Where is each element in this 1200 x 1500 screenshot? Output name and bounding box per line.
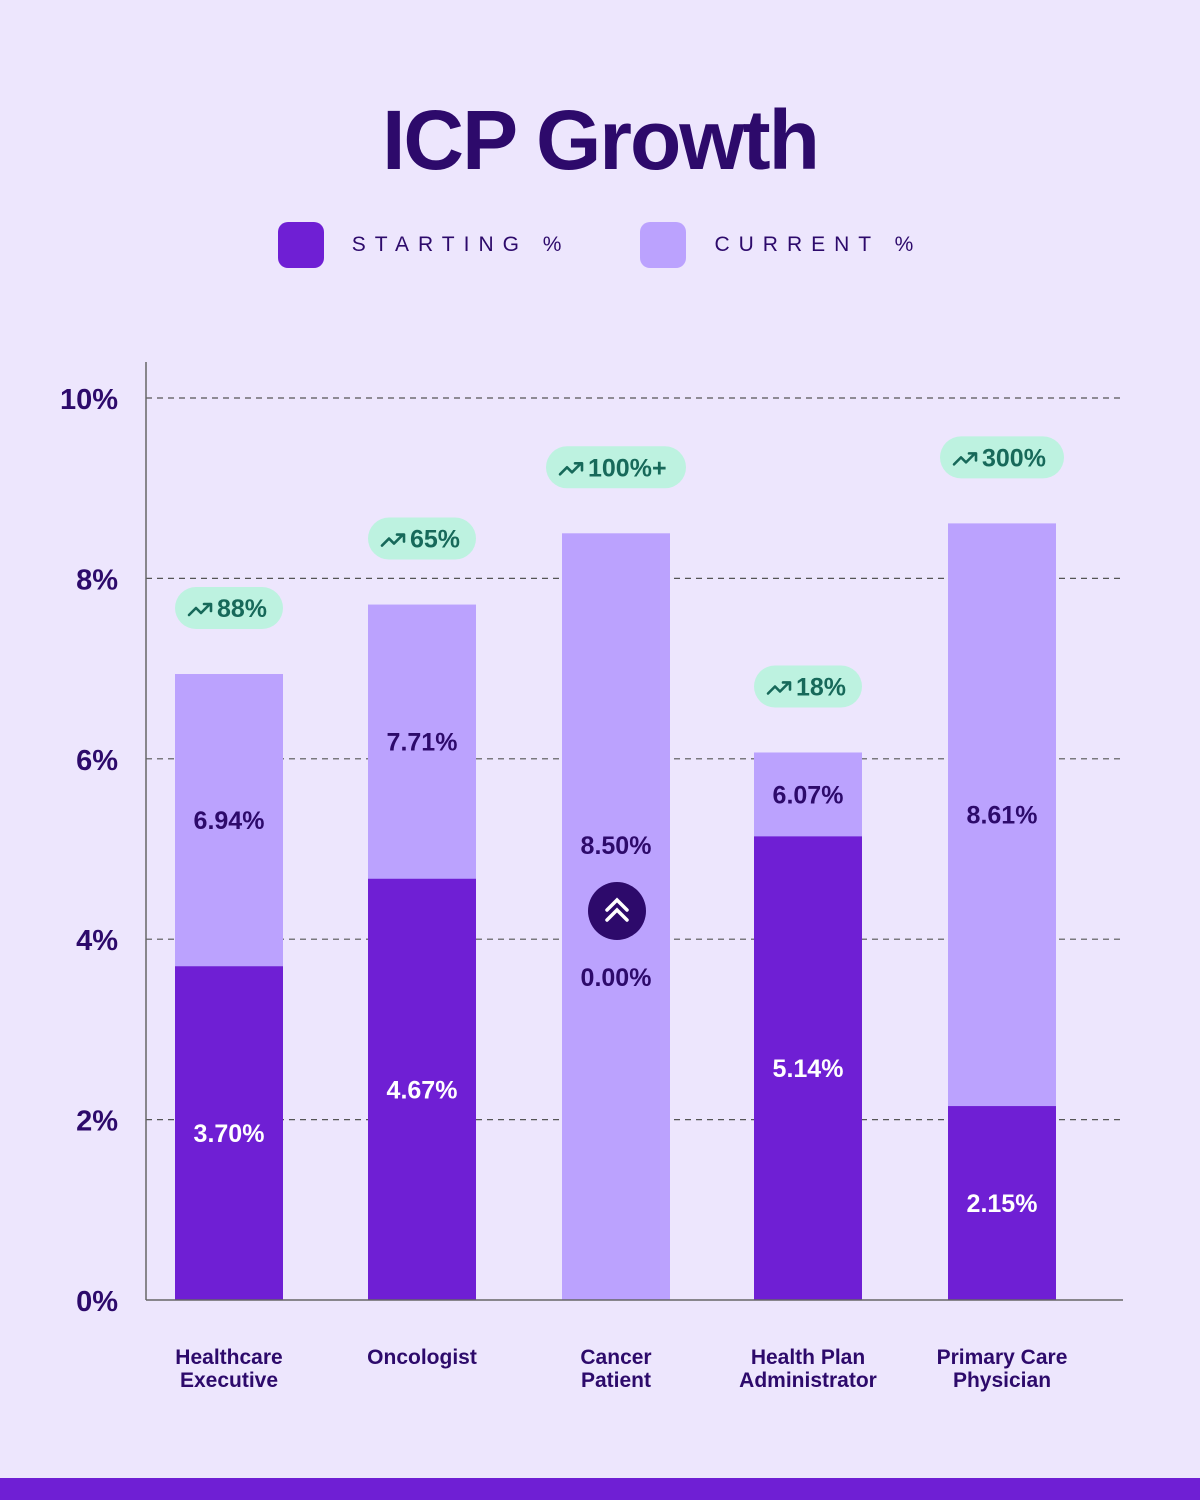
x-tick-label: Healthcare bbox=[175, 1346, 282, 1369]
trending-up-icon bbox=[380, 533, 406, 547]
growth-badge-text: 88% bbox=[217, 595, 267, 623]
growth-badge-text: 65% bbox=[410, 526, 460, 554]
x-tick-label: Health Plan bbox=[751, 1346, 865, 1369]
legend-swatch-current bbox=[640, 222, 687, 268]
growth-badge bbox=[940, 436, 1064, 479]
data-label-starting: 4.67% bbox=[387, 1076, 458, 1104]
data-label-starting: 3.70% bbox=[194, 1120, 265, 1148]
trending-up-icon bbox=[952, 452, 978, 466]
bar-starting bbox=[175, 966, 283, 1300]
y-tick-label: 0% bbox=[76, 1286, 118, 1318]
growth-badge bbox=[175, 587, 283, 630]
y-tick-label: 2% bbox=[76, 1106, 118, 1138]
data-label-starting: 5.14% bbox=[773, 1055, 844, 1083]
x-tick-label: Oncologist bbox=[367, 1346, 477, 1369]
x-tick-label: Physician bbox=[953, 1369, 1051, 1392]
growth-badge bbox=[368, 517, 476, 560]
trending-up-icon bbox=[766, 681, 792, 695]
bar-starting bbox=[754, 836, 862, 1300]
data-label-current: 7.71% bbox=[387, 729, 458, 757]
trending-up-icon bbox=[558, 462, 584, 476]
bar-starting bbox=[368, 878, 476, 1300]
x-tick-label: Cancer bbox=[580, 1346, 651, 1369]
x-tick-label: Executive bbox=[180, 1369, 278, 1392]
growth-badge-text: 18% bbox=[796, 673, 846, 701]
y-tick-label: 6% bbox=[76, 745, 118, 777]
data-label-current: 8.61% bbox=[967, 802, 1038, 830]
y-tick-label: 10% bbox=[60, 384, 118, 416]
legend-label-current: CURRENT % bbox=[714, 233, 923, 256]
chart-title: ICP Growth bbox=[382, 93, 820, 187]
x-tick-label: Patient bbox=[581, 1369, 651, 1392]
data-label-current: 6.94% bbox=[194, 807, 265, 835]
growth-badge-text: 300% bbox=[982, 444, 1046, 472]
y-tick-label: 4% bbox=[76, 925, 118, 957]
double-chevron-up-icon-glyph bbox=[605, 897, 629, 922]
bar-starting bbox=[948, 1106, 1056, 1300]
bottom-band bbox=[0, 1478, 1200, 1500]
growth-badge-text: 100%+ bbox=[588, 454, 667, 482]
data-label-starting: 2.15% bbox=[967, 1190, 1038, 1218]
data-label-current: 8.50% bbox=[581, 832, 652, 860]
legend-swatch-starting bbox=[277, 222, 324, 268]
trending-up-icon bbox=[187, 602, 213, 617]
growth-badge bbox=[754, 665, 862, 708]
legend-label-starting: STARTING % bbox=[351, 233, 571, 256]
y-tick-label: 8% bbox=[76, 564, 118, 596]
growth-badge bbox=[546, 446, 686, 489]
x-tick-label: Primary Care bbox=[937, 1346, 1068, 1369]
legend: STARTING % CURRENT % bbox=[0, 222, 1200, 268]
data-label-starting: 0.00% bbox=[581, 964, 652, 992]
data-label-current: 6.07% bbox=[773, 781, 844, 809]
x-tick-label: Administrator bbox=[739, 1369, 877, 1392]
